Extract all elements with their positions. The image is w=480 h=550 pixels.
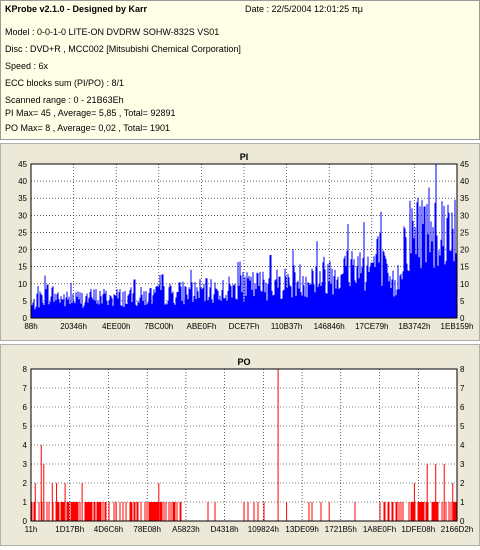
pi-ytick-label-right: 30 (460, 211, 469, 220)
pi-ytick-label-right: 40 (460, 177, 469, 186)
pi-ytick-label-right: 35 (460, 194, 469, 203)
po-ytick-label-left: 5 (23, 422, 28, 431)
po-chart: PO 0 0 1 1 2 2 3 3 4 4 5 5 6 6 7 7 8 8 11h 1D17Bh 4D6C6h 78E08… (23, 357, 474, 534)
po-ytick-label-right: 6 (460, 403, 465, 412)
po-ytick-label-left: 7 (23, 384, 28, 393)
po-xtick-label: 11h (25, 525, 38, 534)
po-xtick-label: 1A8E0Fh (363, 525, 396, 534)
pi-ytick-label-left: 0 (23, 314, 28, 323)
info-ecc: ECC blocks sum (PI/PO) : 8/1 (5, 78, 125, 88)
po-xtick-label: 2166D2h (441, 525, 473, 534)
po-ytick-label-left: 3 (23, 460, 28, 469)
info-speed: Speed : 6x (5, 61, 49, 71)
scan-date: Date : 22/5/2004 12:01:25 πμ (245, 4, 363, 14)
po-xtick-label: 1DFE08h (401, 525, 435, 534)
pi-ytick-label-left: 10 (18, 280, 27, 289)
po-xtick-label: D4318h (211, 525, 239, 534)
po-ytick-label-right: 4 (460, 441, 465, 450)
pi-ytick-label-left: 5 (23, 297, 28, 306)
po-plot-border (30, 368, 458, 522)
pi-ytick-label-left: 15 (18, 263, 27, 272)
po-chart-panel: PO 0 0 1 1 2 2 3 3 4 4 5 5 6 6 7 7 8 8 11h 1D17Bh 4D6C6h 78E08… (0, 344, 480, 546)
pi-chart-title: PI (240, 152, 249, 162)
app-title: KProbe v2.1.0 - Designed by Karr (5, 4, 148, 14)
po-ytick-label-left: 6 (23, 403, 28, 412)
po-xtick-label: 109824h (248, 525, 279, 534)
pi-ytick-label-left: 30 (18, 211, 27, 220)
pi-xtick-label: ABE0Fh (187, 322, 217, 331)
po-ytick-label-left: 8 (23, 365, 28, 374)
po-xtick-label: 1D17Bh (55, 525, 84, 534)
pi-ytick-label-right: 5 (460, 297, 465, 306)
pi-ytick-label-right: 15 (460, 263, 469, 272)
pi-xtick-label: 88h (24, 322, 37, 331)
pi-xtick-label: 110B37h (271, 322, 302, 331)
pi-ytick-label-left: 40 (18, 177, 27, 186)
info-range: Scanned range : 0 - 21B63Eh (5, 95, 124, 105)
info-panel: KProbe v2.1.0 - Designed by Karr Date : … (0, 0, 480, 140)
po-ytick-label-right: 8 (460, 365, 465, 374)
po-series-bars (31, 502, 457, 521)
po-ytick-label-right: 0 (460, 517, 465, 526)
po-ytick-label-left: 4 (23, 441, 28, 450)
po-xtick-label: 78E08h (133, 525, 161, 534)
pi-ytick-label-left: 25 (18, 228, 27, 237)
po-ytick-label-left: 0 (23, 517, 28, 526)
pi-ytick-label-left: 20 (18, 246, 27, 255)
pi-xtick-label: 146846h (314, 322, 345, 331)
pi-xtick-label: 20346h (60, 322, 87, 331)
pi-ytick-label-left: 35 (18, 194, 27, 203)
info-model: Model : 0-0-1-0 LITE-ON DVDRW SOHW-832S … (5, 27, 220, 37)
pi-xtick-label: 17CE79h (355, 322, 388, 331)
pi-ytick-label-left: 45 (18, 160, 27, 169)
pi-xtick-label: 4EE00h (102, 322, 130, 331)
po-ytick-label-right: 2 (460, 479, 465, 488)
po-ytick-label-right: 5 (460, 422, 465, 431)
info-po-summary: PO Max= 8 , Average= 0,02 , Total= 1901 (5, 123, 171, 133)
pi-chart-panel: PI 0 0 5 5 10 10 15 15 20 20 25 25 30 30 35 35 40 40 45 45 88… (0, 143, 480, 341)
pi-plot-border (30, 163, 458, 319)
pi-ytick-label-right: 10 (460, 280, 469, 289)
info-disc: Disc : DVD+R , MCC002 [Mitsubishi Chemic… (5, 44, 241, 54)
pi-xtick-label: 1B3742h (398, 322, 430, 331)
po-ytick-label-left: 1 (23, 498, 28, 507)
pi-ytick-label-right: 20 (460, 246, 469, 255)
po-xtick-label: 1721B5h (325, 525, 357, 534)
po-ytick-label-left: 2 (23, 479, 28, 488)
po-chart-title: PO (237, 357, 250, 367)
po-ytick-label-right: 7 (460, 384, 465, 393)
info-pi-summary: PI Max= 45 , Average= 5,85 , Total= 9289… (5, 108, 176, 118)
pi-ytick-label-right: 0 (460, 314, 465, 323)
pi-ytick-label-right: 45 (460, 160, 469, 169)
po-ytick-label-right: 1 (460, 498, 465, 507)
po-xtick-label: 4D6C6h (94, 525, 123, 534)
po-xtick-label: A5823h (172, 525, 200, 534)
po-xtick-label: 13DE09h (285, 525, 318, 534)
pi-xtick-label: DCE7Fh (229, 322, 260, 331)
pi-ytick-label-right: 25 (460, 228, 469, 237)
po-ytick-label-right: 3 (460, 460, 465, 469)
pi-xtick-label: 1EB159h (441, 322, 474, 331)
pi-chart: PI 0 0 5 5 10 10 15 15 20 20 25 25 30 30 35 35 40 40 45 45 88… (18, 152, 474, 331)
pi-xtick-label: 7BC00h (144, 322, 173, 331)
